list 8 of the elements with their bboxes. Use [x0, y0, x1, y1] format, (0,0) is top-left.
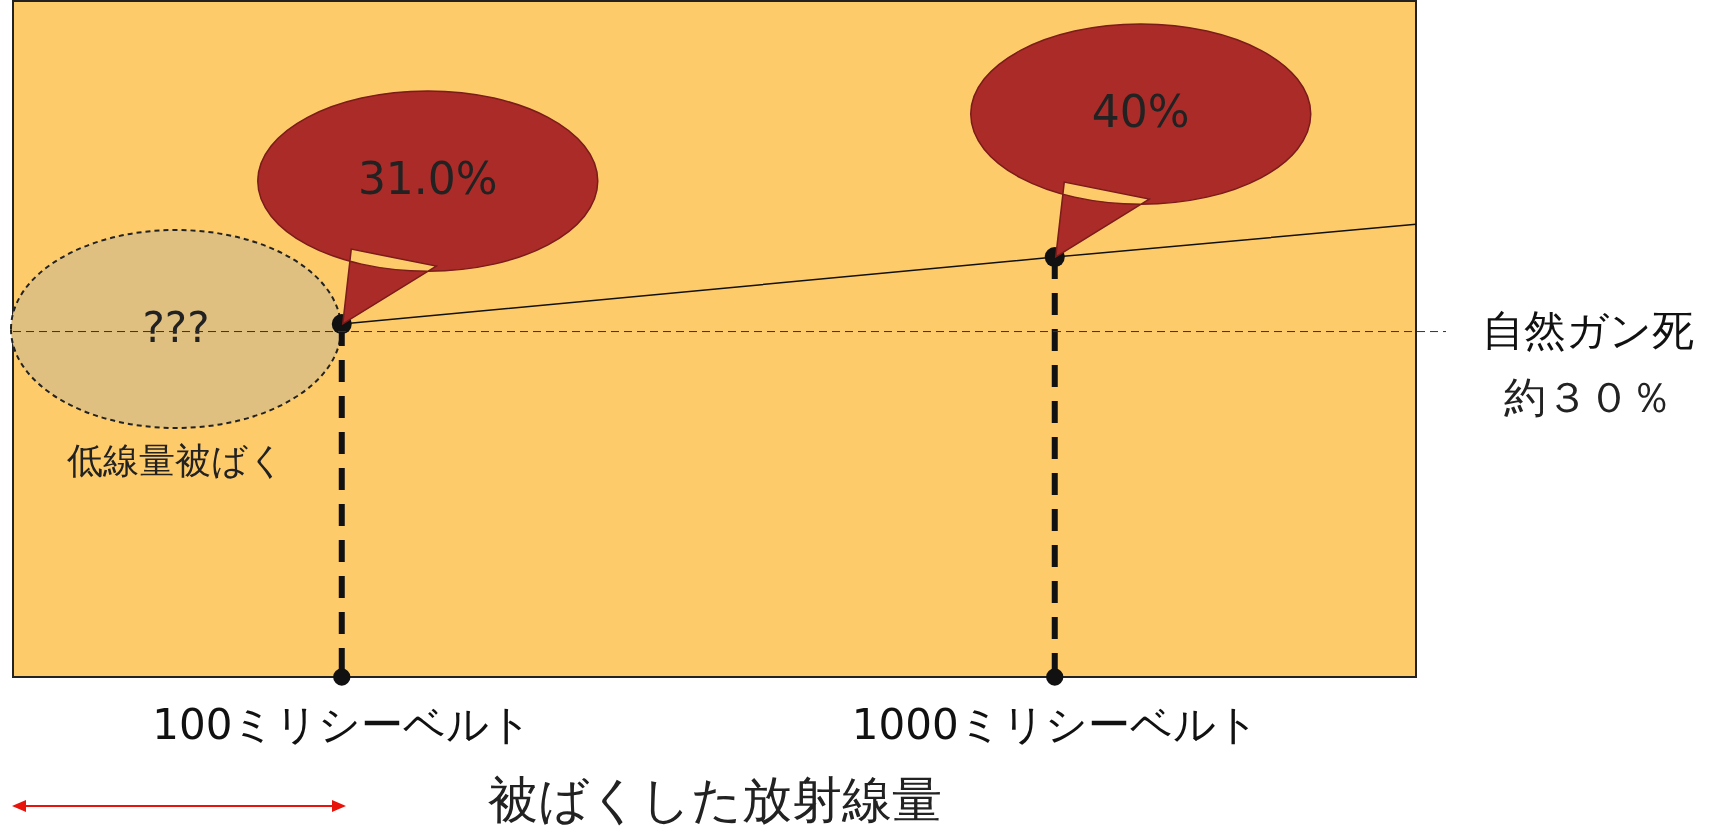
data-label: 40%	[1091, 86, 1190, 138]
data-label: 31.0%	[357, 153, 498, 205]
text: 約３０％	[1504, 373, 1672, 422]
x-axis-title: 被ばくした放射線量	[488, 770, 942, 829]
x-tick-label: 100ミリシーベルト	[152, 699, 533, 749]
ref-line-label: 自然ガン死	[1482, 305, 1694, 355]
annotation: 低線量被ばく	[67, 440, 285, 481]
x-tick-label: 1000ミリシーベルト	[851, 699, 1259, 749]
